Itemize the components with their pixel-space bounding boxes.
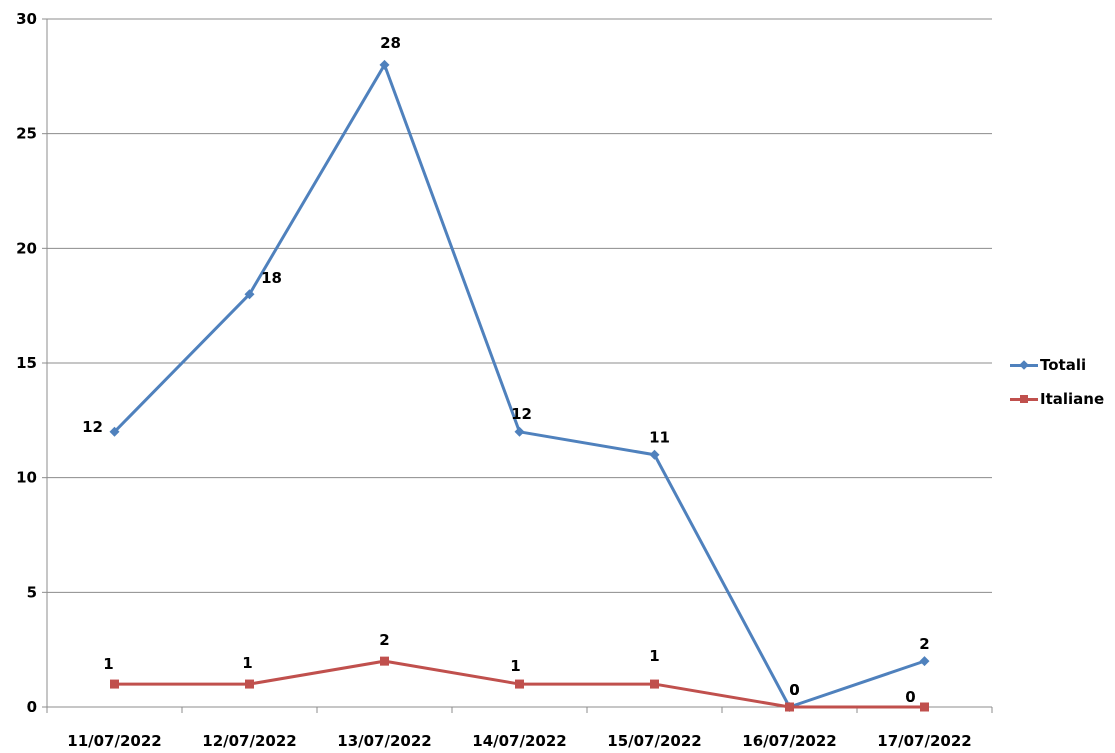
y-tick-label: 10 — [16, 469, 37, 487]
legend-label-italiane: Italiane — [1040, 390, 1105, 408]
legend-symbol-italiane — [1020, 395, 1028, 403]
data-label-totali: 28 — [380, 34, 401, 52]
data-point-italiane — [785, 702, 794, 712]
legend-item-italiane: Italiane — [1010, 382, 1115, 416]
data-point-totali — [109, 426, 120, 437]
data-label-italiane: 0 — [905, 688, 915, 706]
data-point-italiane — [515, 679, 524, 689]
legend: Totali Italiane — [1010, 348, 1115, 416]
data-label-italiane: 1 — [510, 657, 520, 675]
x-tick-label: 16/07/2022 — [742, 732, 836, 750]
legend-diamond-icon — [1010, 359, 1038, 371]
data-label-italiane: 2 — [379, 631, 389, 649]
y-tick-label: 25 — [16, 125, 37, 143]
data-label-totali: 12 — [511, 405, 532, 423]
x-tick-label: 15/07/2022 — [607, 732, 701, 750]
data-label-totali: 11 — [649, 429, 670, 447]
data-label-totali: 2 — [919, 635, 929, 653]
y-tick-label: 20 — [16, 239, 37, 257]
data-label-italiane: 1 — [649, 647, 659, 665]
series — [109, 59, 930, 712]
y-tick-label: 0 — [27, 698, 37, 716]
data-label-totali: 12 — [82, 418, 103, 436]
x-tick-label: 17/07/2022 — [877, 732, 971, 750]
data-point-totali — [919, 656, 930, 667]
data-point-totali — [244, 289, 255, 300]
x-tick-label: 13/07/2022 — [337, 732, 431, 750]
data-label-totali: 0 — [789, 681, 799, 699]
series-line-totali — [113, 63, 925, 709]
y-tick-label: 15 — [16, 354, 37, 372]
data-point-totali — [379, 59, 390, 70]
legend-symbol-totali — [1019, 360, 1029, 370]
data-point-italiane — [380, 656, 389, 666]
data-point-italiane — [650, 679, 659, 689]
y-tick-label: 5 — [27, 583, 37, 601]
data-label-italiane: 1 — [103, 655, 113, 673]
legend-label-totali: Totali — [1040, 356, 1087, 374]
legend-square-icon — [1010, 393, 1038, 405]
data-label-totali: 18 — [261, 269, 282, 287]
data-label-italiane: 0 — [789, 681, 799, 699]
data-point-italiane — [920, 702, 929, 712]
legend-item-totali: Totali — [1010, 348, 1115, 382]
x-tick-label: 14/07/2022 — [472, 732, 566, 750]
data-point-italiane — [110, 679, 119, 689]
y-tick-label: 30 — [16, 10, 37, 28]
data-point-italiane — [245, 679, 254, 689]
x-tick-label: 12/07/2022 — [202, 732, 296, 750]
data-point-totali — [649, 449, 660, 460]
gridlines — [47, 18, 992, 593]
data-label-italiane: 1 — [242, 654, 252, 672]
data-point-totali — [514, 426, 525, 437]
x-tick-label: 11/07/2022 — [67, 732, 161, 750]
